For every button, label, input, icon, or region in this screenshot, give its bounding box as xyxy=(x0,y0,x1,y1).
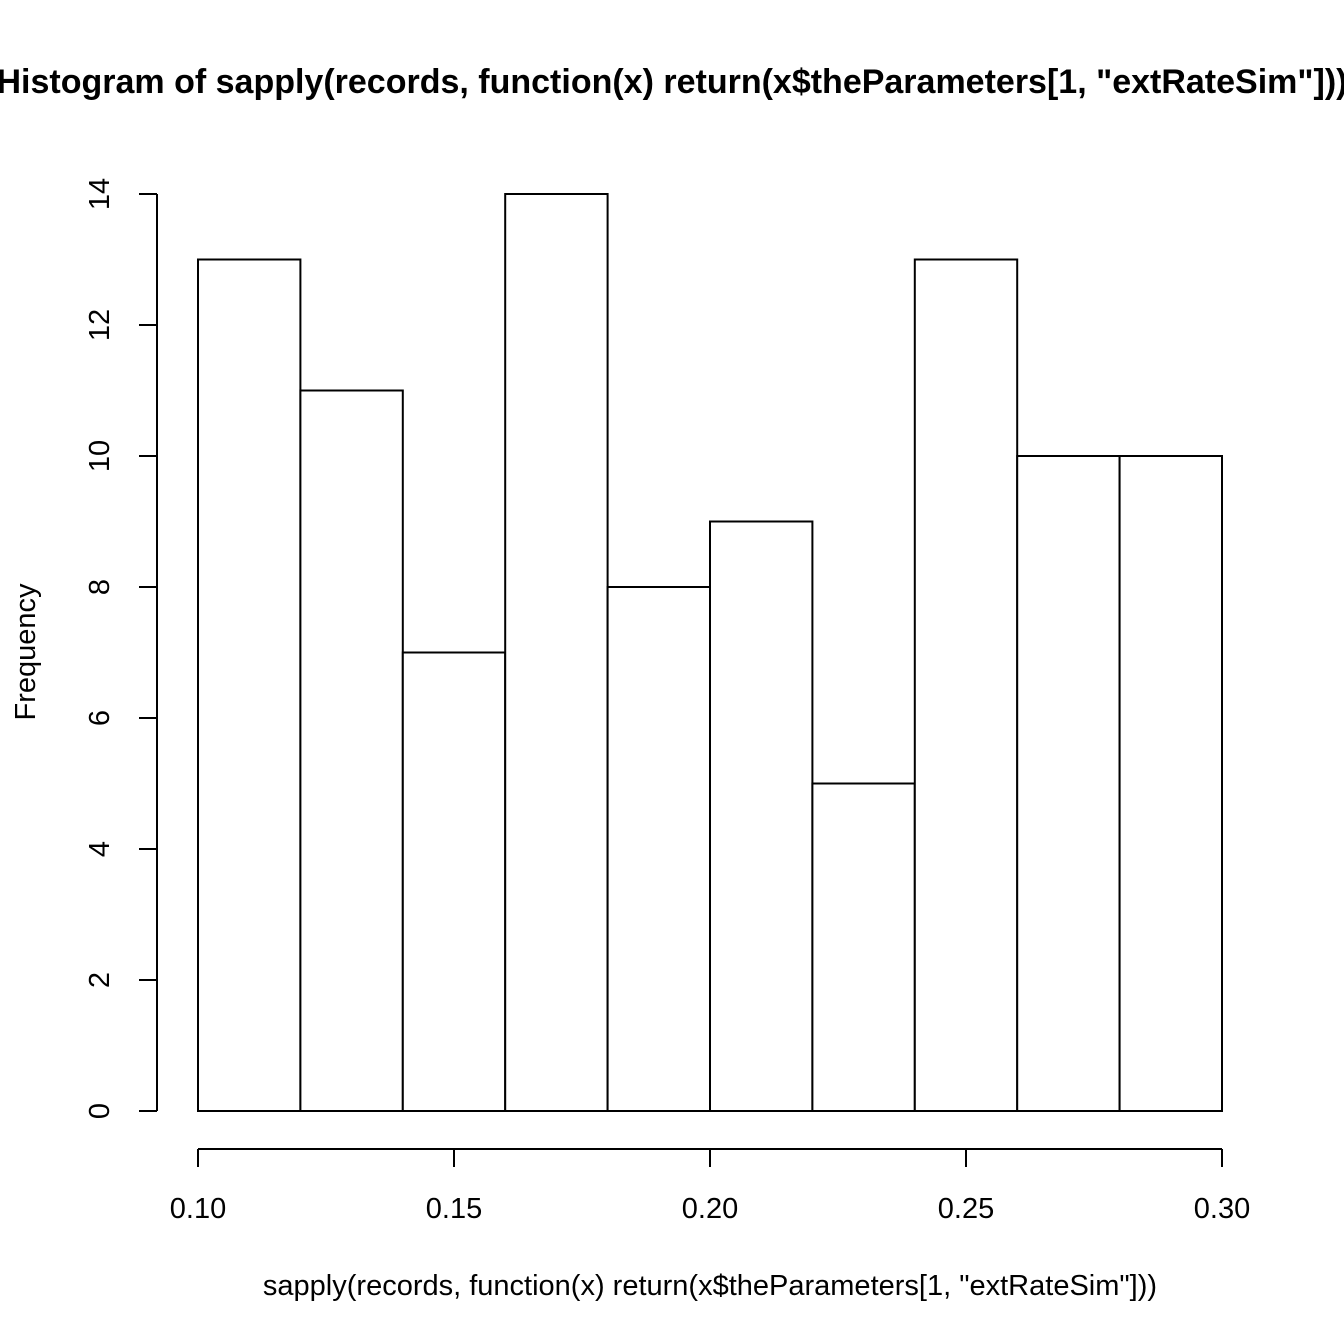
y-tick-label-0: 0 xyxy=(84,1103,116,1119)
histogram-bar-9 xyxy=(1118,455,1223,1112)
chart-title: Histogram of sapply(records, function(x)… xyxy=(0,63,1344,101)
x-tick-label-2: 0.20 xyxy=(682,1193,738,1225)
histogram-bar-1 xyxy=(299,389,404,1112)
x-axis: 0.10 0.15 0.20 0.25 0.30 xyxy=(170,1148,1250,1225)
y-tick-label-7: 14 xyxy=(84,178,116,210)
x-tick-label-0: 0.10 xyxy=(170,1193,226,1225)
x-tick-label-4: 0.30 xyxy=(1194,1193,1250,1225)
y-tick-label-6: 12 xyxy=(84,309,116,341)
histogram-bar-2 xyxy=(401,651,507,1112)
x-axis-label: sapply(records, function(x) return(x$the… xyxy=(263,1270,1157,1302)
y-tick-label-3: 6 xyxy=(84,710,116,726)
histogram-bar-8 xyxy=(1016,455,1121,1112)
histogram-bar-7 xyxy=(913,258,1019,1112)
histogram-bar-4 xyxy=(606,586,711,1112)
histogram-bar-5 xyxy=(709,520,814,1112)
y-tick-label-5: 10 xyxy=(84,440,116,472)
histogram-bar-3 xyxy=(504,193,609,1112)
y-tick-label-1: 2 xyxy=(84,972,116,988)
x-tick-label-3: 0.25 xyxy=(938,1193,994,1225)
y-tick-label-4: 8 xyxy=(84,579,116,595)
y-axis-label: Frequency xyxy=(10,583,42,721)
histogram-bar-0 xyxy=(197,258,302,1112)
histogram-bar-6 xyxy=(811,782,916,1112)
y-tick-label-2: 4 xyxy=(84,841,116,857)
y-axis: 0 2 4 6 8 10 12 14 xyxy=(84,178,158,1119)
x-tick-label-1: 0.15 xyxy=(426,1193,482,1225)
histogram-bars xyxy=(197,193,1223,1112)
